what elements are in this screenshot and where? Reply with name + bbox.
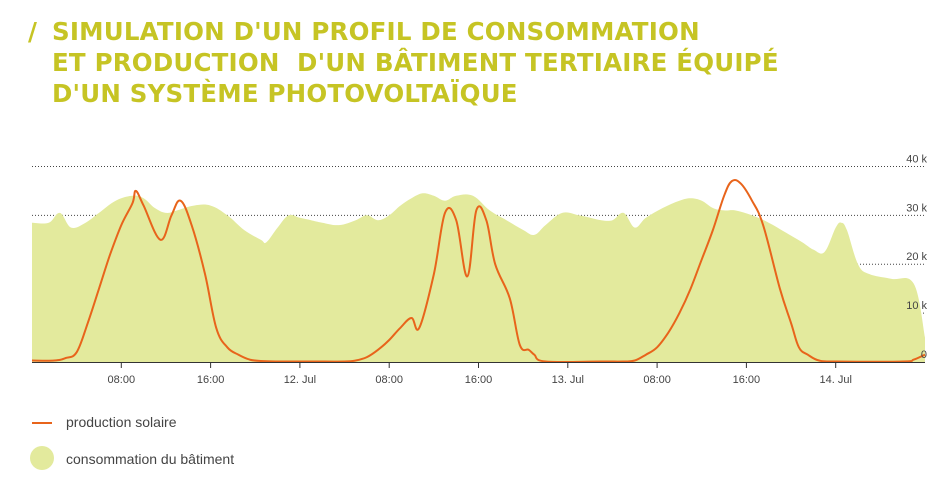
- title-line-1: / SIMULATION D'UN PROFIL DE CONSOMMATION: [28, 16, 928, 47]
- title-slash: /: [28, 17, 38, 46]
- x-tick-label: 16:00: [465, 374, 493, 386]
- x-tick-label: 16:00: [197, 374, 225, 386]
- chart-title: / SIMULATION D'UN PROFIL DE CONSOMMATION …: [28, 16, 928, 109]
- chart-area: 08:00 16:00 12. Jul 08:00 16:00 13. Jul 08:00 1…: [31, 153, 927, 386]
- y-tick-label: 40 k: [906, 153, 927, 165]
- x-tick-label: 16:00: [733, 374, 761, 386]
- legend-line-swatch: [32, 422, 52, 424]
- consumption-area-series: [32, 193, 925, 362]
- y-tick-label: 10 k: [906, 300, 927, 312]
- x-tick-label: 08:00: [375, 374, 403, 386]
- y-tick-label: 0: [921, 349, 927, 361]
- x-tick-label: 13. Jul: [552, 374, 584, 386]
- y-tick-label: 30 k: [906, 202, 927, 214]
- title-line-1-text: SIMULATION D'UN PROFIL DE CONSOMMATION: [52, 17, 700, 46]
- legend-label-production: production solaire: [66, 414, 177, 430]
- x-tick-label: 08:00: [108, 374, 136, 386]
- y-tick-label: 20 k: [906, 251, 927, 263]
- legend-label-consumption: consommation du bâtiment: [66, 451, 235, 467]
- title-line-2: ET PRODUCTION D'UN BÂTIMENT TERTIAIRE ÉQ…: [52, 48, 779, 77]
- y-axis: 0 10 k 20 k 30 k 40 k: [906, 153, 927, 361]
- x-tick-label: 14. Jul: [819, 374, 851, 386]
- title-line-3: D'UN SYSTÈME PHOTOVOLTAÏQUE: [52, 79, 518, 108]
- x-tick-label: 08:00: [643, 374, 671, 386]
- production-line-series: [31, 178, 926, 364]
- x-tick-label: 12. Jul: [284, 374, 316, 386]
- legend-dot-swatch: [30, 446, 54, 470]
- x-axis: 08:00 16:00 12. Jul 08:00 16:00 13. Jul 08:00 1…: [108, 362, 852, 386]
